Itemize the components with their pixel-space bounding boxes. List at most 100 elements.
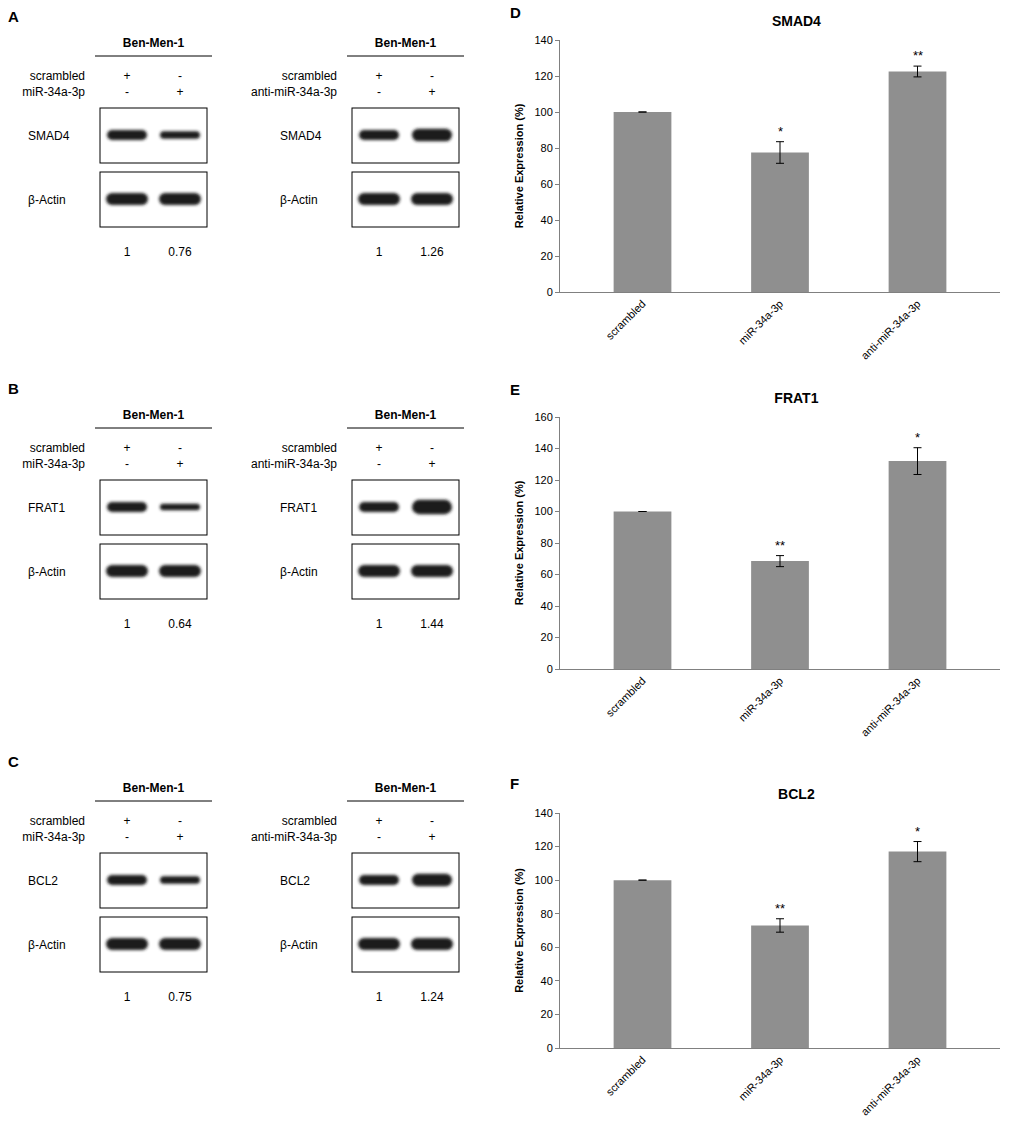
svg-text:BCL2: BCL2	[280, 874, 310, 888]
svg-text:SMAD4: SMAD4	[28, 129, 70, 143]
svg-text:anti-miR-34a-3p: anti-miR-34a-3p	[859, 1054, 923, 1118]
svg-text:scrambled: scrambled	[282, 69, 337, 83]
svg-text:Ben-Men-1: Ben-Men-1	[123, 408, 185, 422]
svg-text:40: 40	[541, 975, 553, 987]
svg-text:SMAD4: SMAD4	[772, 13, 821, 29]
svg-text:Ben-Men-1: Ben-Men-1	[375, 408, 437, 422]
svg-text:-: -	[430, 814, 434, 828]
svg-text:anti-miR-34a-3p: anti-miR-34a-3p	[251, 830, 337, 844]
svg-text:+: +	[123, 441, 130, 455]
svg-text:C: C	[8, 753, 19, 770]
svg-text:Relative Expression (%): Relative Expression (%)	[513, 868, 525, 993]
svg-text:+: +	[428, 85, 435, 99]
svg-text:80: 80	[541, 142, 553, 154]
svg-text:60: 60	[541, 568, 553, 580]
svg-text:40: 40	[541, 600, 553, 612]
svg-text:β-Actin: β-Actin	[28, 193, 66, 207]
svg-text:-: -	[377, 830, 381, 844]
svg-text:20: 20	[541, 631, 553, 643]
svg-text:+: +	[428, 457, 435, 471]
svg-text:anti-miR-34a-3p: anti-miR-34a-3p	[859, 298, 923, 362]
svg-text:0: 0	[547, 286, 553, 298]
svg-text:+: +	[375, 441, 382, 455]
svg-text:+: +	[428, 830, 435, 844]
svg-text:120: 120	[534, 840, 552, 852]
svg-text:FRAT1: FRAT1	[280, 501, 317, 515]
svg-text:scrambled: scrambled	[282, 441, 337, 455]
svg-text:scrambled: scrambled	[30, 814, 85, 828]
svg-text:100: 100	[534, 874, 552, 886]
svg-text:anti-miR-34a-3p: anti-miR-34a-3p	[251, 85, 337, 99]
svg-text:0: 0	[547, 1042, 553, 1054]
svg-text:Relative Expression (%): Relative Expression (%)	[513, 103, 525, 228]
svg-text:miR-34a-3p: miR-34a-3p	[22, 85, 85, 99]
svg-text:60: 60	[541, 941, 553, 953]
svg-text:**: **	[913, 48, 923, 63]
svg-text:-: -	[178, 69, 182, 83]
svg-text:1.24: 1.24	[420, 990, 444, 1004]
svg-text:1: 1	[376, 245, 383, 259]
svg-text:scrambled: scrambled	[282, 814, 337, 828]
svg-text:60: 60	[541, 178, 553, 190]
svg-text:miR-34a-3p: miR-34a-3p	[736, 298, 785, 347]
svg-text:1: 1	[124, 245, 131, 259]
svg-text:scrambled: scrambled	[603, 298, 647, 342]
svg-text:*: *	[915, 824, 920, 839]
svg-text:40: 40	[541, 214, 553, 226]
svg-text:+: +	[176, 85, 183, 99]
svg-text:20: 20	[541, 250, 553, 262]
svg-text:-: -	[430, 441, 434, 455]
svg-text:0: 0	[547, 663, 553, 675]
svg-text:Ben-Men-1: Ben-Men-1	[123, 36, 185, 50]
svg-text:-: -	[125, 830, 129, 844]
svg-text:1.44: 1.44	[420, 617, 444, 631]
svg-text:140: 140	[534, 34, 552, 46]
svg-text:1: 1	[376, 990, 383, 1004]
svg-text:1: 1	[124, 990, 131, 1004]
svg-text:anti-miR-34a-3p: anti-miR-34a-3p	[251, 457, 337, 471]
svg-text:120: 120	[534, 70, 552, 82]
svg-text:scrambled: scrambled	[603, 675, 647, 719]
svg-text:scrambled: scrambled	[30, 441, 85, 455]
svg-text:miR-34a-3p: miR-34a-3p	[736, 1054, 785, 1103]
svg-text:β-Actin: β-Actin	[28, 938, 66, 952]
svg-text:B: B	[8, 380, 19, 397]
svg-text:**: **	[775, 901, 785, 916]
svg-text:A: A	[8, 8, 19, 25]
svg-text:-: -	[178, 814, 182, 828]
svg-text:miR-34a-3p: miR-34a-3p	[736, 675, 785, 724]
svg-text:120: 120	[534, 474, 552, 486]
svg-text:-: -	[430, 69, 434, 83]
svg-text:anti-miR-34a-3p: anti-miR-34a-3p	[859, 675, 923, 739]
svg-text:1: 1	[124, 617, 131, 631]
svg-text:miR-34a-3p: miR-34a-3p	[22, 830, 85, 844]
svg-text:scrambled: scrambled	[603, 1054, 647, 1098]
svg-text:+: +	[123, 814, 130, 828]
svg-text:**: **	[775, 538, 785, 553]
svg-text:Ben-Men-1: Ben-Men-1	[123, 781, 185, 795]
svg-text:Ben-Men-1: Ben-Men-1	[375, 781, 437, 795]
svg-text:0.64: 0.64	[168, 617, 192, 631]
svg-text:-: -	[125, 457, 129, 471]
svg-text:FRAT1: FRAT1	[28, 501, 65, 515]
svg-text:+: +	[375, 69, 382, 83]
svg-text:80: 80	[541, 537, 553, 549]
svg-text:BCL2: BCL2	[28, 874, 58, 888]
svg-text:+: +	[176, 830, 183, 844]
svg-text:Relative Expression (%): Relative Expression (%)	[513, 480, 525, 605]
svg-text:100: 100	[534, 505, 552, 517]
svg-text:β-Actin: β-Actin	[280, 938, 318, 952]
svg-text:*: *	[778, 124, 783, 139]
svg-text:SMAD4: SMAD4	[280, 129, 322, 143]
svg-text:-: -	[377, 457, 381, 471]
svg-text:0.75: 0.75	[168, 990, 192, 1004]
svg-text:1.26: 1.26	[420, 245, 444, 259]
svg-text:-: -	[178, 441, 182, 455]
svg-text:140: 140	[534, 807, 552, 819]
svg-text:+: +	[375, 814, 382, 828]
svg-text:FRAT1: FRAT1	[774, 390, 818, 406]
svg-text:+: +	[176, 457, 183, 471]
svg-text:20: 20	[541, 1008, 553, 1020]
svg-text:140: 140	[534, 442, 552, 454]
svg-text:*: *	[915, 430, 920, 445]
